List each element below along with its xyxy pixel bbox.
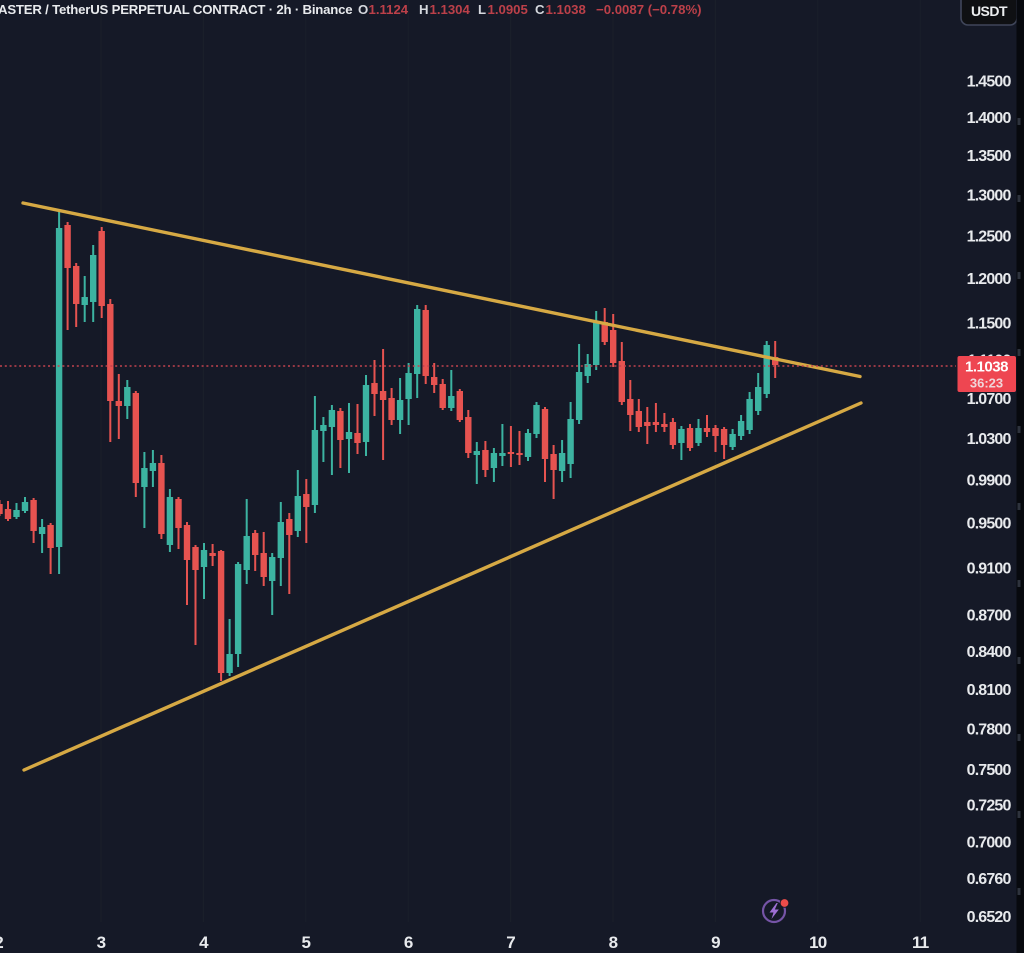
svg-text:0.6760: 0.6760 <box>967 871 1012 888</box>
svg-text:1.2500: 1.2500 <box>967 229 1012 246</box>
svg-text:0.9500: 0.9500 <box>967 515 1012 532</box>
svg-text:USDT: USDT <box>971 3 1008 19</box>
svg-text:9: 9 <box>711 933 720 952</box>
svg-text:10: 10 <box>809 933 827 952</box>
svg-text:0.7500: 0.7500 <box>967 762 1012 779</box>
svg-text:0.9900: 0.9900 <box>967 472 1012 489</box>
svg-text:5: 5 <box>301 933 310 952</box>
svg-text:8: 8 <box>609 933 618 952</box>
svg-text:1.0700: 1.0700 <box>967 391 1012 408</box>
svg-text:1.1038: 1.1038 <box>546 2 586 17</box>
svg-text:1.0905: 1.0905 <box>488 2 528 17</box>
svg-text:36:23: 36:23 <box>970 376 1003 391</box>
svg-text:1.1500: 1.1500 <box>967 316 1012 333</box>
svg-text:3: 3 <box>97 933 106 952</box>
svg-text:1.4500: 1.4500 <box>967 73 1012 90</box>
svg-text:1.0300: 1.0300 <box>967 431 1012 448</box>
svg-text:O: O <box>358 2 368 17</box>
svg-text:L: L <box>478 2 486 17</box>
svg-text:0.8700: 0.8700 <box>967 607 1012 624</box>
svg-text:2: 2 <box>0 933 3 952</box>
svg-text:1.1124: 1.1124 <box>369 2 409 17</box>
svg-text:C: C <box>535 2 545 17</box>
svg-text:1.4000: 1.4000 <box>967 110 1012 127</box>
svg-text:4: 4 <box>199 933 209 952</box>
svg-text:1.1038: 1.1038 <box>965 359 1008 376</box>
svg-text:11: 11 <box>912 933 929 952</box>
svg-text:7: 7 <box>506 933 515 952</box>
svg-text:6: 6 <box>404 933 413 952</box>
svg-text:0.7250: 0.7250 <box>967 798 1012 815</box>
svg-text:−0.0087 (−0.78%): −0.0087 (−0.78%) <box>596 2 702 17</box>
svg-text:1.2000: 1.2000 <box>967 271 1012 288</box>
svg-text:0.6520: 0.6520 <box>967 909 1012 926</box>
svg-text:0.9100: 0.9100 <box>967 560 1012 577</box>
svg-text:0.7800: 0.7800 <box>967 721 1012 738</box>
svg-text:H: H <box>419 2 429 17</box>
svg-text:1.1304: 1.1304 <box>430 2 471 17</box>
svg-text:ASTER / TetherUS PERPETUAL CON: ASTER / TetherUS PERPETUAL CONTRACT · 2h… <box>0 2 352 17</box>
svg-text:0.7000: 0.7000 <box>967 835 1012 852</box>
svg-text:1.3000: 1.3000 <box>967 188 1012 205</box>
svg-text:0.8400: 0.8400 <box>967 644 1012 661</box>
svg-text:1.3500: 1.3500 <box>967 148 1012 165</box>
svg-text:0.8100: 0.8100 <box>967 682 1012 699</box>
